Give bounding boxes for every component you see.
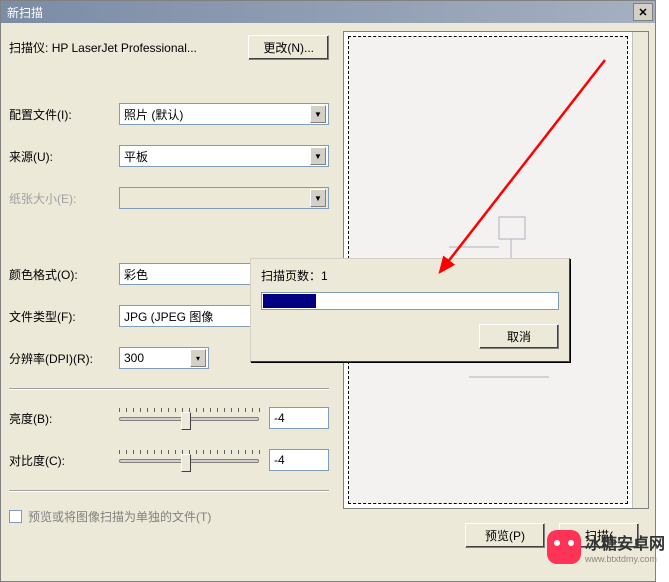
- source-row: 来源(U): 平板 ▼: [9, 144, 329, 168]
- chevron-down-icon: ▼: [310, 105, 326, 123]
- profile-value: 照片 (默认): [124, 106, 183, 123]
- brightness-label: 亮度(B):: [9, 410, 119, 427]
- resolution-label: 分辨率(DPI)(R):: [9, 350, 119, 367]
- papersize-combo: ▼: [119, 187, 329, 209]
- brightness-row: 亮度(B): -4: [9, 406, 329, 430]
- titlebar: 新扫描 ✕: [1, 1, 655, 23]
- watermark-url: www.btxtdmy.com: [585, 554, 665, 564]
- brightness-value[interactable]: -4: [269, 407, 329, 429]
- vertical-scrollbar[interactable]: [632, 32, 648, 508]
- spinner-icon: ▾: [190, 349, 206, 367]
- watermark-icon: [547, 530, 581, 564]
- separate-files-label: 预览或将图像扫描为单独的文件(T): [28, 508, 211, 525]
- contrast-row: 对比度(C): -4: [9, 448, 329, 472]
- progress-bar: [261, 292, 559, 310]
- separate-files-checkbox[interactable]: [9, 510, 22, 523]
- separate-files-row: 预览或将图像扫描为单独的文件(T): [9, 508, 329, 525]
- colorformat-label: 颜色格式(O):: [9, 266, 119, 283]
- cancel-button[interactable]: 取消: [479, 324, 559, 349]
- scanner-label: 扫描仪: HP LaserJet Professional...: [9, 39, 248, 56]
- filetype-label: 文件类型(F):: [9, 308, 119, 325]
- progress-label: 扫描页数：1: [261, 267, 559, 284]
- chevron-down-icon: ▼: [310, 147, 326, 165]
- resolution-spinner[interactable]: 300 ▾: [119, 347, 209, 369]
- change-scanner-button[interactable]: 更改(N)...: [248, 35, 329, 60]
- filetype-value: JPG (JPEG 图像: [124, 308, 213, 325]
- source-value: 平板: [124, 148, 148, 165]
- brightness-slider[interactable]: [119, 406, 259, 430]
- contrast-slider[interactable]: [119, 448, 259, 472]
- progress-fill: [263, 294, 316, 308]
- close-icon: ✕: [638, 6, 647, 19]
- papersize-label: 纸张大小(E):: [9, 190, 119, 207]
- watermark: 冰糖安卓网 www.btxtdmy.com: [547, 530, 665, 564]
- contrast-value[interactable]: -4: [269, 449, 329, 471]
- profile-row: 配置文件(I): 照片 (默认) ▼: [9, 102, 329, 126]
- contrast-label: 对比度(C):: [9, 452, 119, 469]
- scanner-info-row: 扫描仪: HP LaserJet Professional... 更改(N)..…: [9, 35, 329, 60]
- profile-label: 配置文件(I):: [9, 106, 119, 123]
- watermark-text: 冰糖安卓网: [585, 536, 665, 553]
- slider-thumb[interactable]: [181, 454, 191, 472]
- scan-progress-dialog: 扫描页数：1 取消: [250, 258, 570, 362]
- slider-thumb[interactable]: [181, 412, 191, 430]
- colorformat-value: 彩色: [124, 266, 148, 283]
- papersize-row: 纸张大小(E): ▼: [9, 186, 329, 210]
- resolution-value: 300: [124, 351, 144, 365]
- source-label: 来源(U):: [9, 148, 119, 165]
- profile-combo[interactable]: 照片 (默认) ▼: [119, 103, 329, 125]
- divider: [9, 490, 329, 492]
- close-button[interactable]: ✕: [633, 3, 653, 21]
- window-title: 新扫描: [7, 4, 43, 21]
- chevron-down-icon: ▼: [310, 189, 326, 207]
- source-combo[interactable]: 平板 ▼: [119, 145, 329, 167]
- divider: [9, 388, 329, 390]
- preview-button[interactable]: 预览(P): [465, 523, 545, 548]
